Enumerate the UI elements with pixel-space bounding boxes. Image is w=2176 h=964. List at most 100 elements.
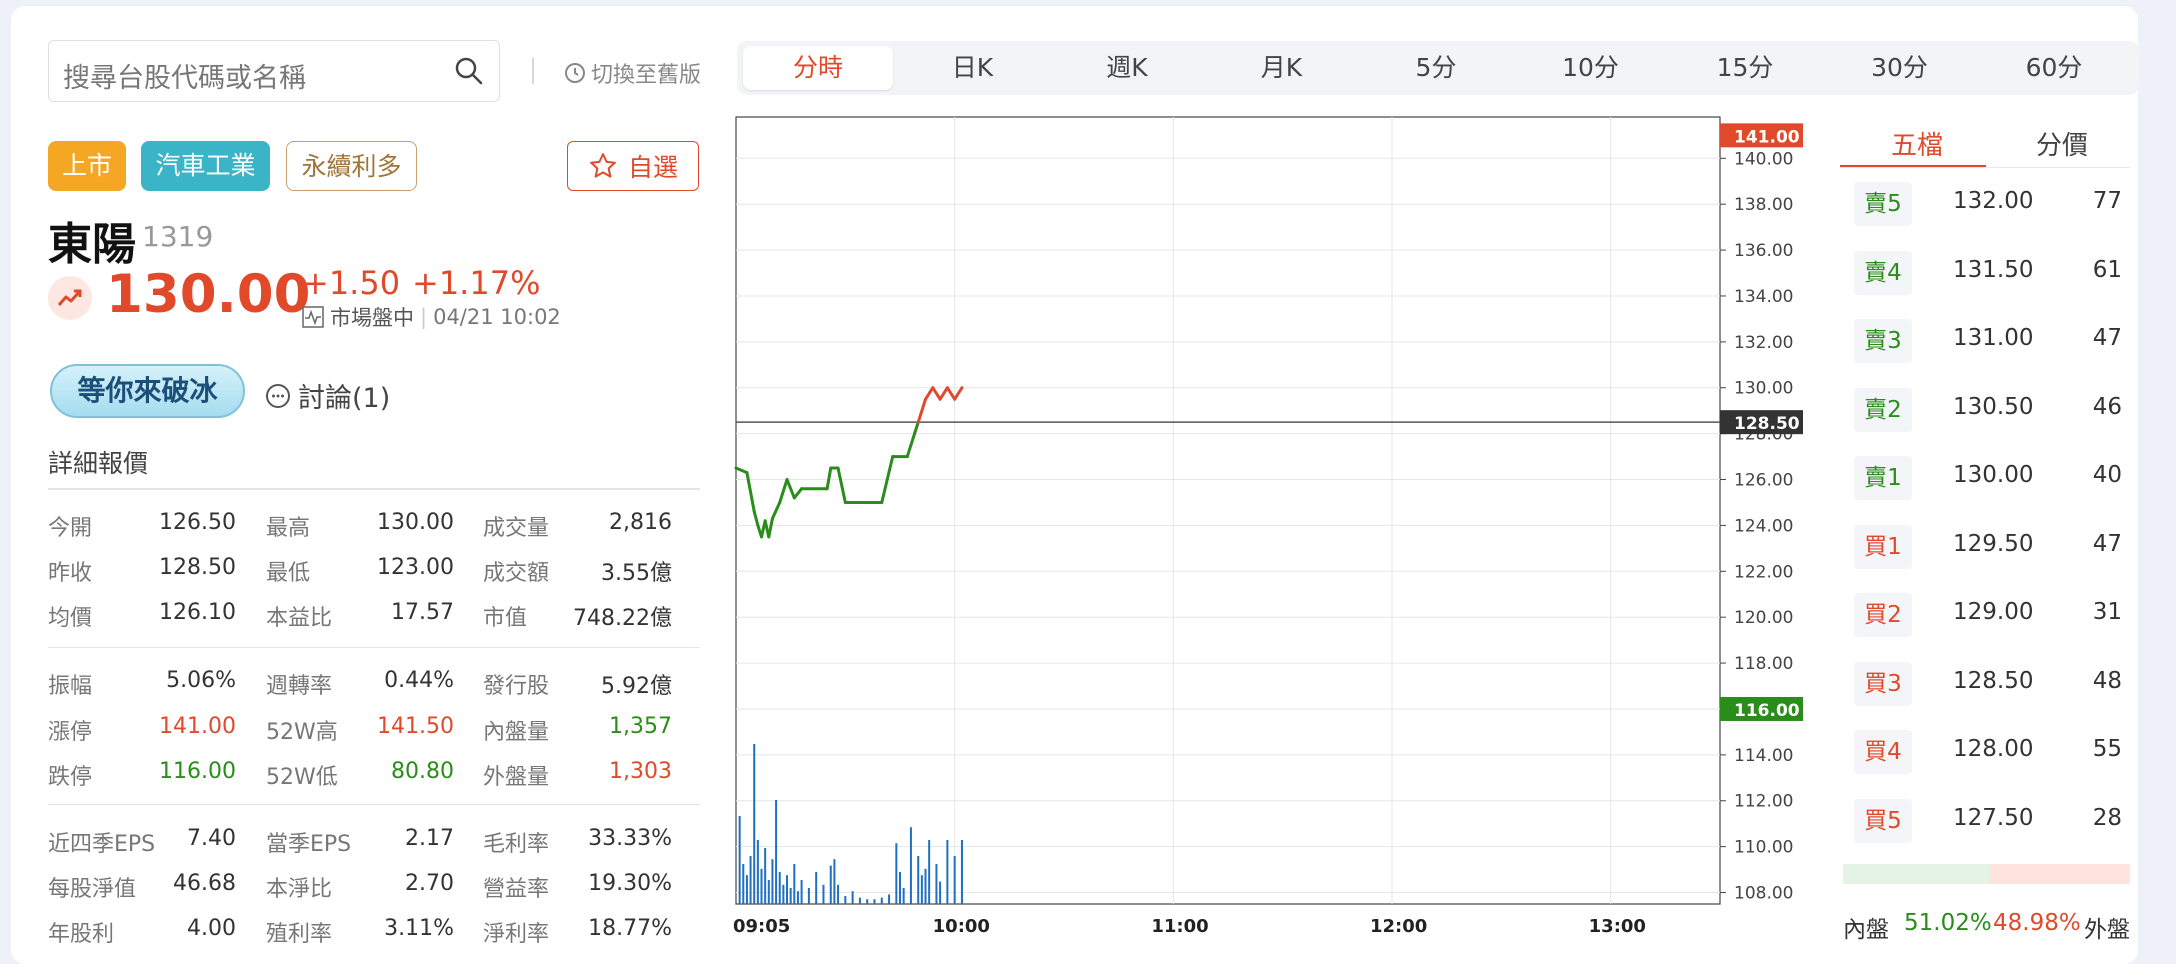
detail-label: 每股淨值 (48, 877, 137, 902)
detail-value: 46.68 (173, 871, 236, 896)
tab-10分[interactable]: 10分 (1562, 53, 1619, 82)
price-line-segment (792, 487, 804, 500)
detail-label: 內盤量 (483, 720, 550, 745)
inner-label: 內盤 (1843, 917, 1889, 943)
order-price[interactable]: 130.00 (1953, 462, 2034, 488)
order-quantity: 46 (2092, 393, 2122, 420)
price-line-segment (924, 386, 935, 401)
tab-5分[interactable]: 5分 (1415, 53, 1457, 82)
order-price[interactable]: 131.50 (1953, 256, 2034, 283)
detail-value: 5.06% (166, 668, 236, 693)
detail-value: 141.50 (377, 714, 454, 739)
detail-value: 17.57 (391, 600, 454, 625)
detail-value: 116.00 (159, 759, 236, 784)
search-icon[interactable] (453, 55, 485, 87)
price-line-segment (953, 386, 964, 401)
order-level-label: 賣5 (1854, 182, 1912, 226)
order-price[interactable]: 129.00 (1953, 599, 2034, 625)
price-line-segment (770, 500, 782, 521)
detail-label: 本淨比 (266, 877, 333, 902)
order-level-label: 買1 (1854, 524, 1912, 569)
pulse-icon (302, 306, 324, 328)
tab-日K[interactable]: 日K (951, 53, 994, 82)
order-price[interactable]: 128.00 (1953, 736, 2034, 762)
y-tick-label: 118.00 (1734, 654, 1793, 674)
tab-週K[interactable]: 週K (1106, 53, 1148, 82)
detail-label: 振幅 (48, 674, 93, 699)
detail-label: 最高 (266, 516, 311, 541)
tag-listed[interactable]: 上市 (48, 141, 126, 191)
detail-value: 4.00 (187, 916, 236, 941)
price-line-segment (909, 432, 917, 447)
order-level-label: 買3 (1854, 661, 1912, 706)
tag-esg[interactable]: 永續利多 (286, 141, 417, 191)
y-tick-label: 110.00 (1734, 838, 1793, 858)
current-price: 130.00 (106, 264, 311, 325)
search-input[interactable]: 搜尋台股代碼或名稱 (63, 63, 306, 94)
add-favorite-button[interactable]: 自選 (567, 141, 699, 191)
order-quantity: 48 (2092, 667, 2122, 694)
tab-分時[interactable]: 分時 (743, 46, 893, 90)
limit-down-label-bg (1720, 696, 1803, 721)
y-tick-label: 136.00 (1734, 241, 1793, 261)
previous-close-label-bg (1720, 410, 1803, 435)
order-price[interactable]: 132.00 (1953, 188, 2034, 214)
detail-value: 80.80 (391, 759, 454, 784)
limit-up-label-bg (1720, 123, 1803, 148)
order-price[interactable]: 130.50 (1953, 393, 2034, 420)
chart-period-tabs: 分時 日K 週K 月K 5分 10分 15分 30分 60分 (737, 41, 2139, 95)
price-line-segment (752, 510, 760, 527)
stock-search-box[interactable]: 搜尋台股代碼或名稱 (48, 40, 500, 102)
detail-value: 123.00 (377, 555, 454, 580)
active-tab-underline (1840, 165, 1986, 168)
y-tick-label: 122.00 (1734, 562, 1793, 582)
detail-value: 33.33% (588, 826, 672, 851)
tab-order-book[interactable]: 五檔 (1891, 131, 1944, 161)
discussion-label: 討論(1) (298, 383, 391, 414)
detail-value: 2.17 (405, 826, 454, 851)
market-status: 市場盤中 | 04/21 10:02 (302, 302, 561, 332)
detail-label: 殖利率 (266, 922, 333, 947)
order-level-label: 買5 (1854, 798, 1912, 843)
order-quantity: 61 (2092, 256, 2122, 283)
price-line-segment (913, 420, 920, 436)
price-line-segment (785, 478, 796, 500)
tab-price-volume[interactable]: 分價 (2036, 131, 2089, 161)
y-tick-label: 112.00 (1734, 792, 1793, 812)
price-line-segment (778, 478, 789, 504)
y-tick-label: 140.00 (1734, 149, 1793, 169)
group-divider (48, 804, 700, 805)
detail-value: 3.11% (384, 916, 454, 941)
detail-label: 最低 (266, 561, 311, 586)
detail-label: 52W低 (266, 765, 338, 790)
tab-60分[interactable]: 60分 (2025, 53, 2083, 82)
detail-value: 128.50 (159, 555, 236, 580)
detail-label: 漲停 (48, 720, 93, 745)
tab-15分[interactable]: 15分 (1716, 53, 1774, 82)
y-tick-label: 130.00 (1734, 379, 1793, 399)
detail-label: 成交量 (483, 516, 550, 541)
order-quantity: 47 (2092, 530, 2122, 557)
order-quantity: 55 (2092, 736, 2122, 762)
order-price[interactable]: 127.50 (1953, 804, 2034, 831)
detail-label: 52W高 (266, 720, 338, 745)
outer-label: 外盤 (2084, 917, 2130, 943)
tab-月K[interactable]: 月K (1260, 53, 1303, 82)
divider (532, 58, 534, 84)
switch-old-version-link[interactable]: 切換至舊版 (563, 57, 701, 89)
x-tick-label: 13:00 (1589, 916, 1646, 934)
order-price[interactable]: 129.50 (1953, 530, 2034, 557)
detail-label: 均價 (48, 606, 93, 631)
order-level-label: 賣2 (1854, 387, 1912, 432)
trend-up-icon (48, 276, 92, 320)
tag-industry[interactable]: 汽車工業 (141, 141, 270, 191)
tab-divider (1840, 167, 2130, 168)
order-price[interactable]: 131.00 (1953, 325, 2034, 351)
order-price[interactable]: 128.50 (1953, 667, 2034, 694)
detail-divider (48, 488, 700, 490)
discussion-link[interactable]: 討論(1) (264, 376, 390, 415)
tab-30分[interactable]: 30分 (1871, 53, 1928, 82)
y-tick-label: 126.00 (1734, 471, 1793, 491)
icebreak-badge[interactable]: 等你來破冰 (50, 364, 245, 418)
market-status-label: 市場盤中 (330, 306, 414, 330)
